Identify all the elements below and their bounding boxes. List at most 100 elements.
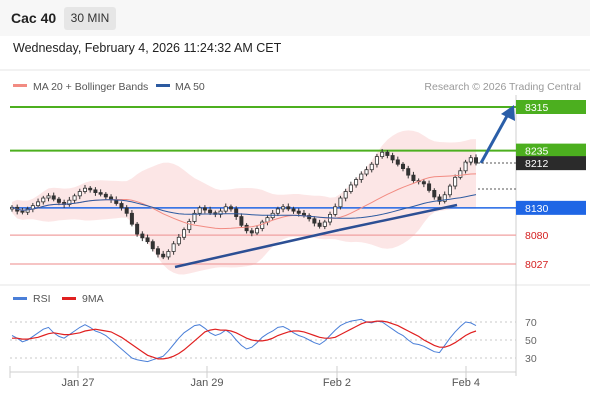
legend-label-ma50: MA 50 (175, 81, 205, 93)
candle-body (140, 233, 145, 239)
candle (427, 180, 432, 193)
trendline-upper (338, 203, 458, 232)
candle-body (406, 168, 411, 176)
interval-button[interactable]: 30 MIN (64, 7, 116, 30)
candle (421, 178, 426, 188)
candle-body (354, 179, 359, 186)
candle-body (275, 208, 280, 214)
candle-body (473, 157, 478, 164)
candle-body (239, 216, 244, 226)
candle-body (369, 163, 374, 171)
candle (171, 241, 176, 255)
candle (155, 246, 160, 258)
rsi-tick-label-50: 50 (525, 335, 537, 347)
candle (442, 191, 447, 204)
candle (77, 188, 82, 200)
legend-label-ma20: MA 20 + Bollinger Bands (33, 81, 148, 93)
candle (20, 207, 25, 215)
rsi-line (11, 318, 477, 363)
instrument-title: Cac 40 (11, 10, 57, 26)
candle-body (187, 221, 192, 231)
level-label-8130: 8130 (525, 203, 549, 215)
candle (140, 231, 145, 242)
candle-body (401, 163, 406, 170)
projection-arrow-head (501, 105, 515, 121)
candle (322, 219, 327, 230)
candle-body (56, 198, 61, 203)
candle-body (307, 215, 312, 220)
candle-body (249, 230, 254, 234)
candle-body (161, 253, 166, 258)
level-label-8080: 8080 (525, 230, 549, 242)
candle (187, 218, 192, 233)
level-label-8235: 8235 (525, 146, 549, 158)
candle-body (197, 207, 202, 214)
level-label-8027: 8027 (525, 259, 549, 271)
candle-body (36, 201, 41, 207)
candle (119, 201, 124, 211)
candle (458, 167, 463, 180)
candle-body (359, 173, 364, 180)
candle-body (208, 209, 213, 214)
candle (51, 192, 56, 202)
candle (369, 162, 374, 173)
candle-body (51, 195, 56, 200)
candle-body (291, 208, 296, 212)
candle-body (103, 193, 108, 198)
x-tick-label: Feb 4 (452, 377, 480, 389)
candle-body (437, 196, 442, 202)
candle-body (124, 207, 129, 214)
candle-body (385, 151, 390, 156)
candle-body (453, 176, 458, 187)
candle (317, 219, 322, 229)
trendline-lower (174, 228, 340, 269)
candle (468, 154, 473, 166)
candle-body (150, 241, 155, 250)
candles (9, 148, 478, 260)
rsi-grid: 70 50 30 (10, 317, 537, 365)
candle-body (166, 251, 171, 258)
candle (249, 228, 254, 237)
candle (98, 189, 103, 197)
candle (374, 153, 379, 168)
candle (359, 171, 364, 183)
candle-body (93, 189, 98, 193)
candle (41, 195, 46, 205)
candle (463, 159, 468, 174)
candle-body (260, 221, 265, 229)
candle-body (390, 155, 395, 161)
ma9-legend-label: 9MA (82, 293, 104, 305)
candle (234, 206, 239, 220)
candle (281, 204, 286, 213)
ma9-legend-swatch (62, 297, 76, 300)
candle-body (98, 192, 103, 195)
candle (223, 203, 228, 214)
rsi-tick-label-70: 70 (525, 317, 537, 329)
candle-body (427, 183, 432, 191)
candle (453, 174, 458, 190)
candle-body (20, 210, 25, 213)
candle (93, 187, 98, 196)
candle (202, 205, 207, 214)
candle (406, 165, 411, 179)
candle-body (374, 156, 379, 165)
level-badge-8212 (516, 156, 586, 171)
candle-body (223, 206, 228, 212)
candle-body (380, 151, 385, 158)
candle-body (25, 208, 30, 213)
candle (145, 234, 150, 244)
candle-body (228, 206, 233, 210)
candle (291, 206, 296, 214)
candle (150, 239, 155, 252)
candle-body (432, 190, 437, 198)
candle-body (395, 159, 400, 165)
candle-body (281, 206, 286, 210)
candle (447, 183, 452, 198)
candle-body (192, 212, 197, 222)
candle (161, 250, 166, 260)
candle (72, 193, 77, 203)
candle-body (442, 194, 447, 202)
candle (312, 216, 317, 227)
